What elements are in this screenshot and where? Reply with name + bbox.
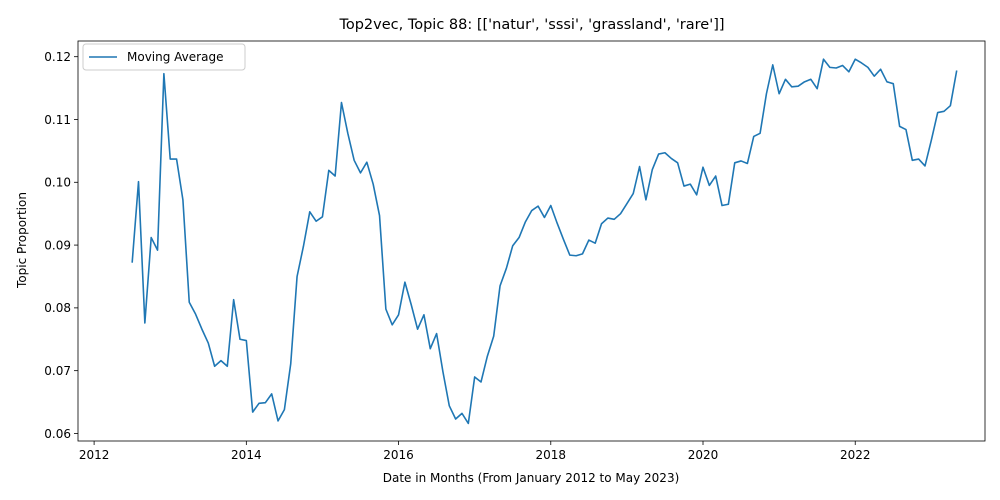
plot-frame <box>77 40 986 442</box>
x-tick-label: 2018 <box>536 448 567 462</box>
y-tick-label: 0.06 <box>44 427 71 441</box>
x-tick-label: 2014 <box>231 448 262 462</box>
x-axis-ticks: 2012 2014 2016 2018 2020 2022 <box>79 441 871 462</box>
y-tick-label: 0.11 <box>44 113 71 127</box>
chart-title: Top2vec, Topic 88: [['natur', 'sssi', 'g… <box>338 17 724 33</box>
legend-label: Moving Average <box>127 50 223 64</box>
x-axis-title: Date in Months (From January 2012 to May… <box>383 471 680 485</box>
x-tick-label: 2020 <box>688 448 719 462</box>
y-axis-title: Topic Proportion <box>15 192 29 289</box>
y-tick-label: 0.07 <box>44 364 71 378</box>
y-tick-label: 0.10 <box>44 176 71 190</box>
x-tick-label: 2022 <box>840 448 871 462</box>
y-tick-label: 0.08 <box>44 301 71 315</box>
y-tick-label: 0.12 <box>44 50 71 64</box>
plot-area <box>77 40 986 442</box>
x-tick-label: 2012 <box>79 448 110 462</box>
legend: Moving Average <box>82 43 246 71</box>
y-tick-label: 0.09 <box>44 238 71 252</box>
legend-box <box>82 43 246 71</box>
y-axis-ticks: 0.06 0.07 0.08 0.09 0.10 0.11 0.12 <box>44 50 78 441</box>
x-tick-label: 2016 <box>383 448 414 462</box>
series-line-0 <box>131 58 958 425</box>
